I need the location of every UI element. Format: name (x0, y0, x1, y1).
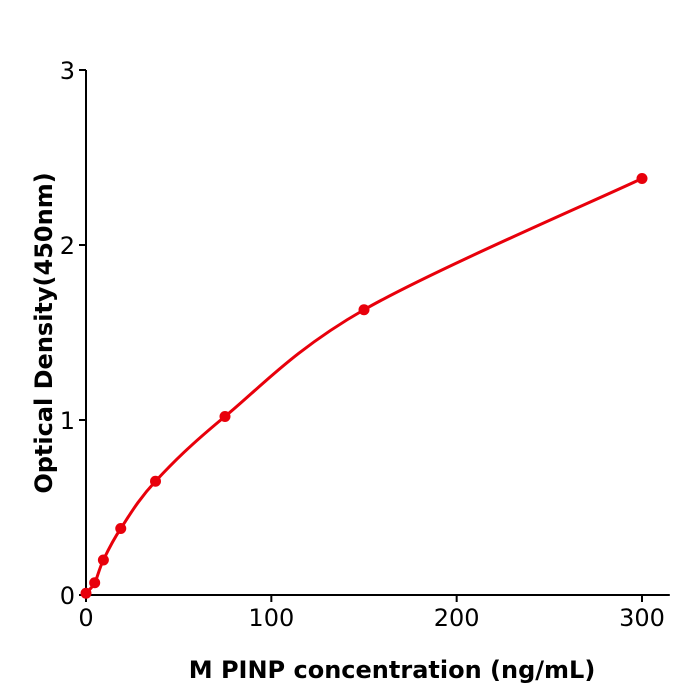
y-axis-label: Optical Density(450nm) (30, 172, 58, 493)
data-point (358, 304, 370, 316)
y-tick-label: 1 (60, 407, 75, 435)
data-point (80, 587, 92, 599)
x-tick-label: 300 (619, 604, 665, 632)
x-tick-label: 0 (78, 604, 93, 632)
x-axis-label: M PINP concentration (ng/mL) (189, 656, 596, 684)
x-tick-label: 100 (248, 604, 294, 632)
y-tick-label: 3 (60, 57, 75, 85)
data-points (80, 173, 648, 599)
data-point (636, 173, 648, 184)
fit-curve (84, 177, 643, 595)
data-point (115, 523, 127, 534)
data-point (89, 577, 101, 589)
x-tick-label: 200 (434, 604, 480, 632)
y-tick-label: 2 (60, 232, 75, 260)
data-point (97, 554, 109, 566)
data-point (150, 475, 161, 487)
data-point (219, 411, 231, 422)
y-tick-label: 0 (60, 582, 75, 610)
axes: 0 100 200 300 0 1 2 3 (60, 57, 670, 632)
